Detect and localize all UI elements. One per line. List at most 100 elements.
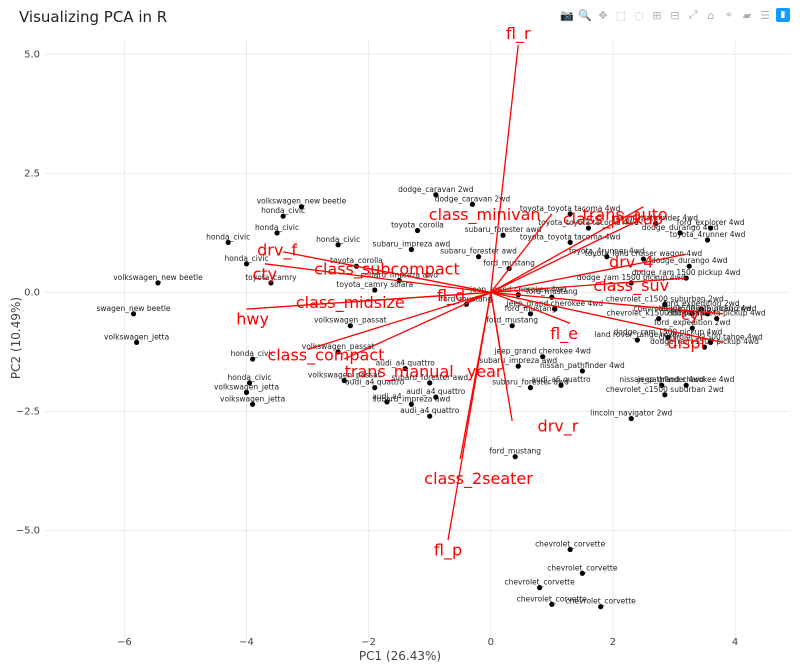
data-point[interactable]: dodge_ram 1500 pickup 4wd <box>650 337 759 350</box>
data-point[interactable]: chevrolet_c1500 suburban 2wd <box>633 304 751 317</box>
point-marker[interactable] <box>274 230 280 236</box>
point-marker[interactable] <box>628 415 634 422</box>
data-point[interactable]: subaru_forester awd <box>391 373 468 386</box>
data-point[interactable]: toyota_land cruiser wagon 4wd <box>585 249 703 262</box>
data-point[interactable]: volkswagen_passat <box>302 342 375 355</box>
point-marker[interactable] <box>515 363 521 369</box>
data-point[interactable]: honda_civic <box>206 232 250 245</box>
point-marker[interactable] <box>509 323 515 329</box>
data-point[interactable]: nissan_pathfinder 4wd <box>613 213 698 226</box>
point-marker[interactable] <box>634 337 640 343</box>
point-marker[interactable] <box>250 356 256 362</box>
data-point[interactable]: audi_a4 quattro <box>400 406 460 419</box>
data-point[interactable]: audi_a4 quattro <box>376 359 436 372</box>
point-marker[interactable] <box>567 211 573 217</box>
data-point[interactable]: chevrolet_k1500 tahoe 4wd <box>607 309 711 322</box>
data-point[interactable]: chevrolet_corvette <box>547 563 618 576</box>
data-point[interactable]: honda_civic <box>231 349 275 362</box>
data-point[interactable]: chevrolet_corvette <box>517 594 588 607</box>
point-marker[interactable] <box>243 389 250 395</box>
data-point[interactable]: toyota_corolla <box>391 220 444 234</box>
point-marker[interactable] <box>683 275 689 281</box>
point-marker[interactable] <box>469 201 476 207</box>
point-marker[interactable] <box>714 315 720 322</box>
data-point[interactable]: chevrolet_k1500 tahoe 4wd <box>659 332 763 345</box>
lasso-icon[interactable]: ◌ <box>634 8 644 22</box>
data-point[interactable]: subaru_impreza awd <box>479 356 557 369</box>
point-marker[interactable] <box>243 261 250 267</box>
point-marker[interactable] <box>656 315 662 322</box>
data-point[interactable]: audi_a6 quattro <box>531 375 591 388</box>
spike-icon[interactable]: ⌖ <box>725 8 733 21</box>
data-point[interactable]: volkswagen_jetta <box>220 394 285 407</box>
data-point[interactable]: chevrolet_corvette <box>566 597 637 610</box>
point-marker[interactable] <box>341 377 347 384</box>
data-point[interactable]: toyota_4runner 4wd <box>670 230 746 243</box>
data-point[interactable]: swagen_new beetle <box>97 304 171 317</box>
point-marker[interactable] <box>537 585 543 591</box>
pan-icon[interactable]: ✥ <box>598 8 608 22</box>
box-select-icon[interactable]: ⬚ <box>615 8 627 22</box>
point-marker[interactable] <box>704 237 711 243</box>
data-point[interactable]: honda_civic <box>224 254 269 267</box>
data-point[interactable]: jeep_grand cherokee 4wd <box>637 375 735 388</box>
data-point[interactable]: ford_expedition 2wd <box>663 299 740 312</box>
point-marker[interactable] <box>579 368 585 374</box>
point-marker[interactable] <box>640 256 647 262</box>
point-marker[interactable] <box>567 546 573 553</box>
point-marker[interactable] <box>662 392 668 398</box>
point-marker[interactable] <box>689 311 695 317</box>
point-marker[interactable] <box>527 385 534 391</box>
point-marker[interactable] <box>402 365 408 372</box>
point-marker[interactable] <box>372 287 378 293</box>
zoom-out-icon[interactable]: ⊟ <box>670 8 680 22</box>
data-point[interactable]: jeep_grand cherokee 4wd <box>493 347 591 360</box>
data-point[interactable]: dodge_caravan 2wd <box>435 194 511 207</box>
point-marker[interactable] <box>500 232 506 238</box>
data-point[interactable]: dodge_durango 4wd <box>651 256 728 269</box>
point-marker[interactable] <box>335 242 341 248</box>
point-marker[interactable] <box>527 311 534 317</box>
point-marker[interactable] <box>384 399 390 405</box>
data-point[interactable]: subaru_forester awd <box>492 378 569 391</box>
point-marker[interactable] <box>677 230 683 236</box>
data-point[interactable]: honda_civic <box>228 373 272 386</box>
data-point[interactable]: dodge_durango 4wd <box>642 223 719 236</box>
data-point[interactable]: toyota_toyota tacoma 4wd <box>538 218 639 231</box>
point-marker[interactable] <box>512 454 518 460</box>
data-point[interactable]: toyota_toyota tacoma 4wd <box>520 232 621 245</box>
point-marker[interactable] <box>280 213 286 219</box>
data-point[interactable]: dodge_ram 1500 pickup 4wd <box>614 328 723 341</box>
point-marker[interactable] <box>414 227 421 234</box>
data-point[interactable]: subaru_forester awd <box>465 225 542 238</box>
point-marker[interactable] <box>540 354 546 360</box>
point-marker[interactable] <box>225 239 231 245</box>
point-marker[interactable] <box>268 280 274 286</box>
data-point[interactable]: honda_civic <box>316 235 360 248</box>
data-point[interactable]: dodge_caravan 2wd <box>398 185 474 198</box>
data-point[interactable]: volkswagen_passat <box>314 316 387 329</box>
data-point[interactable]: subaru_impreza awd <box>373 394 451 407</box>
point-marker[interactable] <box>427 413 433 419</box>
data-point[interactable]: ford_expedition 2wd <box>654 318 731 331</box>
point-marker[interactable] <box>683 382 689 388</box>
point-marker[interactable] <box>552 306 558 312</box>
data-point[interactable]: audi_a4 quattro <box>406 387 466 400</box>
point-marker[interactable] <box>372 385 378 391</box>
data-point[interactable]: jeep_grand cherokee 4wd <box>506 299 604 312</box>
point-marker[interactable] <box>133 339 140 345</box>
point-marker[interactable] <box>335 349 341 355</box>
point-marker[interactable] <box>659 382 665 388</box>
data-point[interactable]: subaru_impreza awd <box>373 240 451 253</box>
zoom-in-icon[interactable]: ⊞ <box>652 8 662 22</box>
point-marker[interactable] <box>662 301 668 307</box>
point-marker[interactable] <box>130 311 137 317</box>
point-marker[interactable] <box>701 344 708 350</box>
point-marker[interactable] <box>665 335 671 341</box>
data-point[interactable]: toyota_camry solara <box>336 280 413 293</box>
data-point[interactable]: subaru_forester awd <box>440 247 517 260</box>
point-marker[interactable] <box>155 280 161 286</box>
data-point[interactable]: volkswagen_jetta <box>104 332 169 345</box>
data-point[interactable]: nissan_pathfinder 4wd <box>619 375 704 388</box>
point-marker[interactable] <box>698 306 705 312</box>
